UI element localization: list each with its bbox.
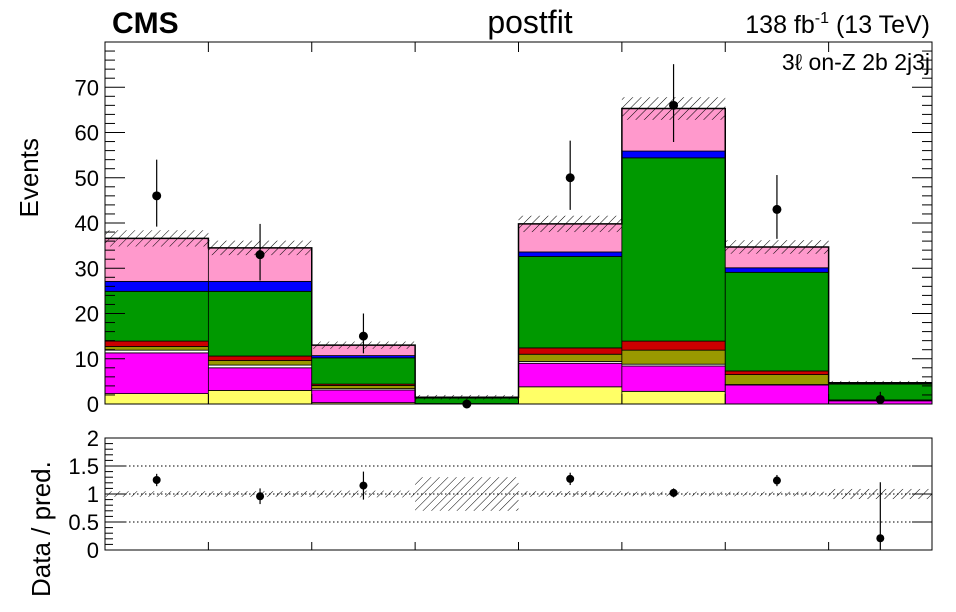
data-point-bin-1 — [152, 191, 162, 201]
ratio-point-bin-8 — [876, 534, 885, 543]
ratio-band-bin-5 — [518, 491, 622, 497]
luminosity-label: 138 fb-1 (13 TeV) — [745, 10, 930, 39]
main-ytick-label-7: 70 — [75, 75, 99, 100]
ratio-axis-ticks: 0 0.5 1 1.5 2 — [68, 426, 932, 563]
main-y-axis-title: Events — [14, 138, 44, 218]
bar-segment-3-bin-7 — [724, 374, 830, 385]
region-label: 3ℓ on-Z 2b 2j3j — [782, 49, 930, 75]
bar-segment-6-bin-2 — [207, 280, 313, 292]
fit-label: postfit — [487, 4, 572, 40]
luminosity-exponent: -1 — [815, 10, 829, 27]
main-ytick-label-0: 0 — [87, 392, 99, 417]
bar-segment-6-bin-7 — [724, 267, 830, 273]
ratio-ytick-label-0: 0 — [87, 538, 99, 563]
bar-segment-6-bin-5 — [518, 251, 623, 257]
ratio-point-bin-1 — [152, 476, 161, 484]
data-point-bin-6 — [669, 100, 679, 110]
main-ytick-label-2: 20 — [75, 302, 99, 327]
bar-segment-1-bin-2 — [207, 367, 313, 391]
data-point-bin-8 — [875, 394, 885, 404]
main-ytick-label-4: 40 — [75, 211, 99, 236]
bar-segment-5-bin-3 — [311, 357, 416, 385]
bar-segment-1-bin-6 — [621, 365, 726, 392]
bar-segment-3-bin-1 — [104, 346, 209, 351]
bar-segment-1-bin-3 — [311, 389, 416, 404]
bar-segment-5-bin-7 — [724, 271, 830, 372]
ratio-point-bin-3 — [359, 481, 368, 490]
ratio-band-bin-4 — [415, 477, 519, 511]
bar-segment-3-bin-3 — [311, 385, 416, 390]
main-ytick-label-5: 50 — [75, 166, 99, 191]
bar-segment-1-bin-7 — [724, 384, 830, 405]
bar-segment-0-bin-1 — [104, 393, 209, 405]
bar-segment-2-bin-1 — [104, 349, 209, 354]
bar-segment-2-bin-2 — [207, 364, 313, 369]
ratio-y-axis-title: Data / pred. — [26, 461, 56, 597]
ratio-ytick-label-4: 2 — [87, 426, 99, 451]
main-ytick-label-1: 10 — [75, 347, 99, 372]
bar-segment-4-bin-1 — [104, 340, 209, 347]
ratio-panel: 0 0.5 1 1.5 2 — [68, 426, 933, 563]
main-ytick-label-3: 30 — [75, 256, 99, 281]
data-point-bin-7 — [772, 204, 782, 214]
bar-segment-3-bin-2 — [207, 360, 313, 366]
bar-segment-5-bin-2 — [207, 290, 313, 357]
data-points — [152, 64, 885, 409]
ratio-band-bin-7 — [725, 491, 829, 497]
ratio-ytick-label-1: 0.5 — [68, 510, 99, 535]
luminosity-value: 138 fb — [745, 11, 815, 39]
ratio-ytick-label-2: 1 — [87, 482, 99, 507]
ratio-uncertainty-band — [105, 477, 932, 511]
bar-segment-6-bin-1 — [104, 280, 209, 292]
bar-segment-4-bin-2 — [207, 355, 313, 361]
ratio-point-bin-6 — [669, 488, 678, 497]
main-ytick-label-6: 60 — [75, 121, 99, 146]
data-point-bin-2 — [255, 250, 265, 260]
bar-segment-0-bin-6 — [621, 390, 726, 405]
bar-segment-4-bin-5 — [518, 347, 623, 355]
bar-segment-0-bin-5 — [518, 386, 623, 405]
ratio-point-bin-2 — [256, 492, 265, 501]
energy-label: (13 TeV) — [829, 11, 930, 39]
ratio-points — [152, 471, 885, 550]
bar-segment-3-bin-5 — [518, 353, 623, 362]
bar-segment-4-bin-7 — [724, 370, 830, 375]
ratio-band-bin-1 — [105, 491, 209, 497]
bar-segment-3-bin-6 — [621, 349, 726, 365]
ratio-point-bin-5 — [566, 474, 575, 483]
main-axis-ticks: 0 10 20 30 40 50 60 70 — [75, 42, 932, 417]
ratio-point-bin-7 — [772, 476, 781, 485]
bar-segment-0-bin-2 — [207, 390, 313, 405]
bar-segment-5-bin-5 — [518, 256, 623, 349]
bar-segment-5-bin-1 — [104, 290, 209, 342]
bar-segment-4-bin-6 — [621, 340, 726, 351]
bar-segment-5-bin-6 — [621, 157, 726, 342]
data-point-bin-3 — [358, 331, 368, 341]
ratio-ytick-label-3: 1.5 — [68, 454, 99, 479]
main-panel: 0 10 20 30 40 50 60 70 — [75, 41, 933, 417]
experiment-label: CMS — [112, 7, 179, 40]
data-point-bin-5 — [565, 173, 575, 183]
bar-segment-6-bin-6 — [621, 150, 726, 159]
bar-segment-1-bin-5 — [518, 362, 623, 388]
